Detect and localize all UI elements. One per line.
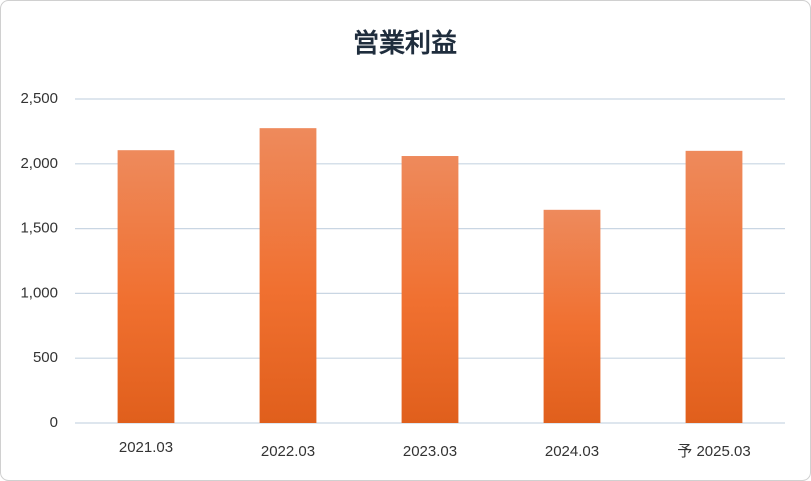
chart-title: 営業利益 — [353, 28, 457, 58]
x-tick-label: 予 2025.03 — [677, 443, 750, 460]
bar — [543, 209, 601, 423]
y-tick-label: 2,000 — [20, 155, 58, 172]
x-tick-label: 2022.03 — [261, 443, 315, 460]
y-tick-label: 500 — [33, 349, 58, 366]
y-tick-label: 0 — [50, 414, 58, 431]
y-tick-label: 2,500 — [20, 90, 58, 107]
bar — [117, 150, 175, 423]
bar — [685, 150, 743, 423]
x-tick-label: 2021.03 — [119, 439, 173, 456]
y-tick-label: 1,000 — [20, 284, 58, 301]
x-tick-label: 2024.03 — [545, 443, 599, 460]
bar — [401, 156, 459, 424]
x-tick-label: 2023.03 — [403, 443, 457, 460]
bar — [259, 128, 317, 423]
y-tick-label: 1,500 — [20, 220, 58, 237]
